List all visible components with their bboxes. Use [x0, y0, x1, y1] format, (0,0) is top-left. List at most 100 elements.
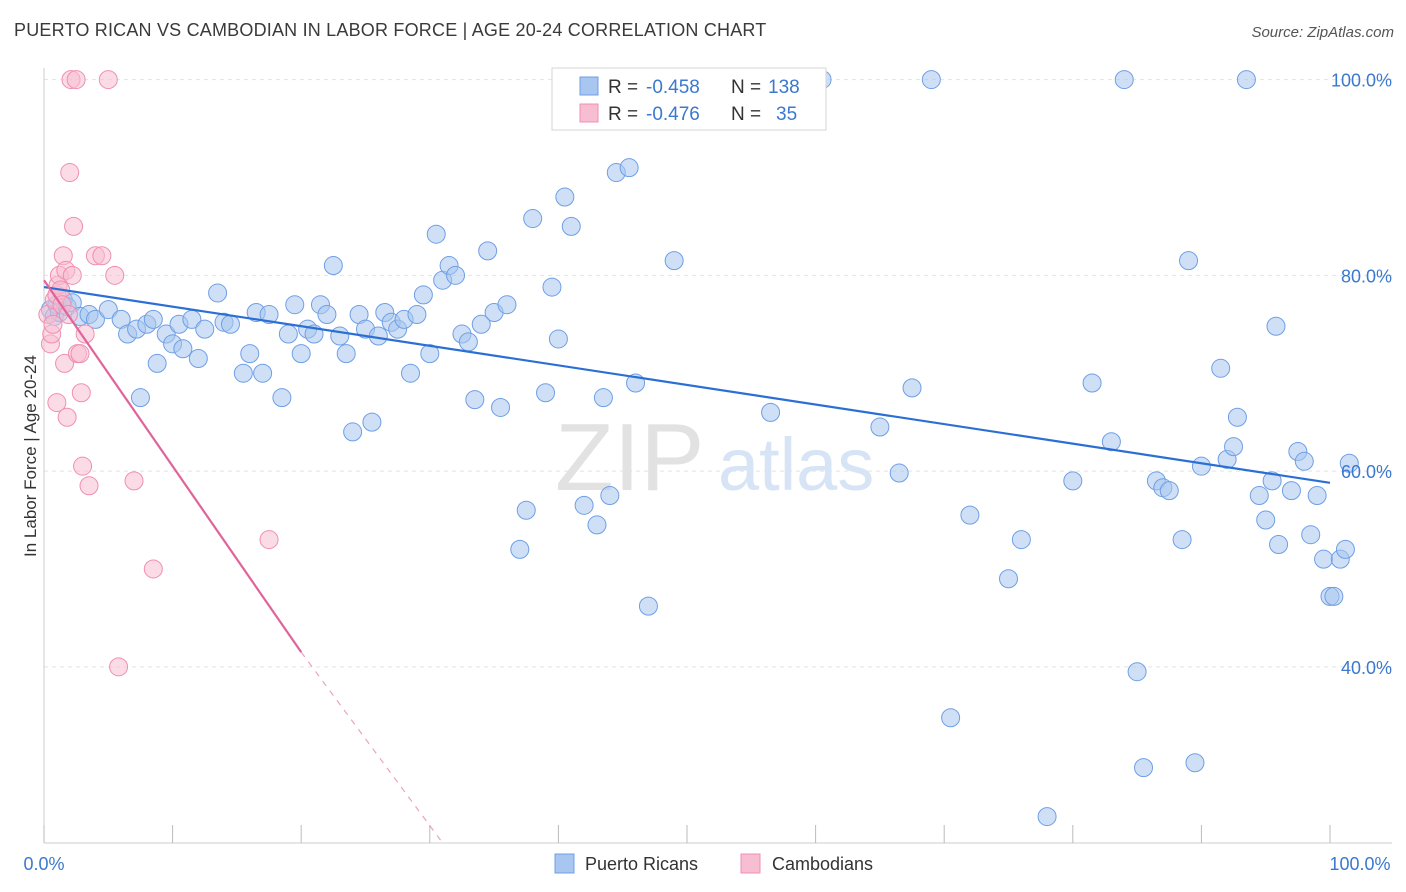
watermark: ZIP atlas	[555, 404, 874, 511]
puerto-rican-point-103	[1127, 662, 1147, 682]
cambodian-point-10	[55, 353, 75, 373]
chart-title: PUERTO RICAN VS CAMBODIAN IN LABOR FORCE…	[14, 20, 767, 40]
puerto-rican-point-76	[561, 216, 581, 236]
puerto-rican-point-127	[1314, 549, 1334, 569]
cambodian-point-27	[98, 70, 118, 90]
cambodian-point-33	[47, 393, 67, 413]
y-axis-label: In Labor Force | Age 20-24	[21, 355, 40, 557]
puerto-rican-point-33	[272, 388, 292, 408]
cambodians-points	[38, 70, 279, 677]
puerto-rican-point-14	[130, 388, 150, 408]
y-tick-label-2: 60.0%	[1341, 462, 1392, 482]
y-tick-label-3: 40.0%	[1341, 658, 1392, 678]
legend-r-label-2: R =	[608, 104, 638, 125]
puerto-rican-point-126	[1307, 486, 1327, 506]
cambodian-point-30	[124, 471, 144, 491]
x-tick-label-min: 0.0%	[23, 854, 64, 874]
puerto-rican-point-116	[1236, 70, 1256, 90]
legend-r-value-2: -0.476	[646, 104, 700, 125]
cambodian-point-28	[105, 265, 125, 285]
puerto-rican-point-114	[1224, 437, 1244, 457]
puerto-rican-point-92	[902, 378, 922, 398]
puerto-rican-point-109	[1179, 251, 1199, 271]
puerto-rican-point-28	[233, 363, 253, 383]
series-legend-swatch-puerto-ricans	[554, 853, 575, 874]
puerto-rican-point-102	[1114, 70, 1134, 90]
puerto-rican-point-67	[491, 397, 511, 417]
puerto-rican-point-98	[1037, 807, 1057, 827]
stats-legend: R = -0.458 N = 138 R = -0.476 N = 35	[551, 67, 827, 131]
puerto-rican-point-10	[98, 300, 118, 320]
watermark-atlas: atlas	[718, 423, 874, 506]
puerto-rican-point-129	[1324, 586, 1344, 606]
series-legend-swatch-cambodians	[740, 853, 761, 874]
puerto-rican-point-42	[330, 326, 350, 346]
puerto-rican-point-78	[587, 515, 607, 535]
puerto-rican-point-53	[401, 363, 421, 383]
puerto-rican-point-65	[478, 241, 498, 261]
puerto-rican-point-35	[285, 295, 305, 315]
puerto-rican-point-96	[999, 569, 1018, 589]
puerto-rican-point-118	[1256, 510, 1276, 530]
puerto-rican-point-23	[188, 349, 208, 369]
legend-r-value-1: -0.458	[646, 77, 700, 98]
puerto-rican-point-36	[291, 344, 311, 364]
puerto-rican-point-79	[593, 388, 613, 408]
cambodian-point-17	[64, 216, 84, 236]
puerto-rican-point-93	[921, 70, 941, 90]
cambodian-point-12	[57, 407, 77, 427]
puerto-rican-point-17	[147, 353, 167, 373]
cambodian-point-16	[62, 265, 82, 285]
cambodian-point-23	[75, 324, 95, 344]
puerto-rican-point-100	[1082, 373, 1102, 393]
puerto-rican-point-29	[240, 344, 260, 364]
puerto-rican-point-56	[420, 344, 440, 364]
puerto-rican-point-132	[1339, 453, 1359, 473]
puerto-ricans-points	[40, 70, 1359, 827]
puerto-rican-point-120	[1266, 316, 1286, 336]
puerto-rican-point-111	[1191, 456, 1211, 476]
puerto-rican-point-110	[1185, 753, 1205, 773]
legend-n-label-1: N =	[731, 77, 761, 98]
puerto-rican-point-117	[1249, 486, 1269, 506]
puerto-rican-point-131	[1335, 539, 1355, 559]
puerto-rican-point-41	[323, 256, 343, 276]
puerto-rican-point-115	[1227, 407, 1247, 427]
y-tick-label-0: 100.0%	[1331, 71, 1392, 91]
puerto-rican-point-97	[1011, 530, 1031, 550]
cambodian-point-34	[43, 314, 63, 334]
series-legend-label-cambodians: Cambodians	[772, 854, 873, 874]
legend-swatch-puerto-ricans	[579, 76, 599, 96]
puerto-rican-point-25	[208, 283, 228, 303]
puerto-rican-point-34	[278, 324, 298, 344]
puerto-rican-point-112	[1211, 358, 1231, 378]
puerto-rican-point-47	[362, 412, 382, 432]
puerto-rican-point-27	[220, 314, 240, 334]
puerto-rican-point-63	[465, 390, 485, 410]
puerto-rican-point-60	[446, 265, 466, 285]
puerto-rican-point-72	[536, 383, 556, 403]
cambodian-point-21	[71, 383, 91, 403]
puerto-rican-point-54	[407, 304, 427, 324]
puerto-rican-point-88	[761, 402, 781, 422]
legend-r-label-1: R =	[608, 77, 638, 98]
cambodian-point-20	[70, 344, 90, 364]
puerto-rican-point-71	[523, 209, 543, 229]
puerto-rican-point-32	[259, 304, 279, 324]
x-tick-label-max: 100.0%	[1329, 854, 1390, 874]
puerto-rican-point-84	[638, 596, 658, 616]
puerto-rican-point-82	[619, 158, 639, 178]
puerto-rican-point-122	[1281, 481, 1301, 501]
cambodian-point-14	[60, 163, 80, 183]
puerto-rican-point-62	[458, 332, 478, 352]
trend-line-cambodians-extension	[300, 651, 444, 844]
cambodian-point-31	[143, 559, 163, 579]
trend-lines	[43, 279, 1331, 844]
puerto-rican-point-99	[1063, 471, 1083, 491]
puerto-rican-point-91	[889, 463, 909, 483]
cambodian-point-29	[109, 657, 129, 677]
puerto-rican-point-70	[516, 500, 536, 520]
puerto-rican-point-80	[600, 486, 620, 506]
legend-n-label-2: N =	[731, 104, 761, 125]
puerto-rican-point-43	[336, 344, 356, 364]
